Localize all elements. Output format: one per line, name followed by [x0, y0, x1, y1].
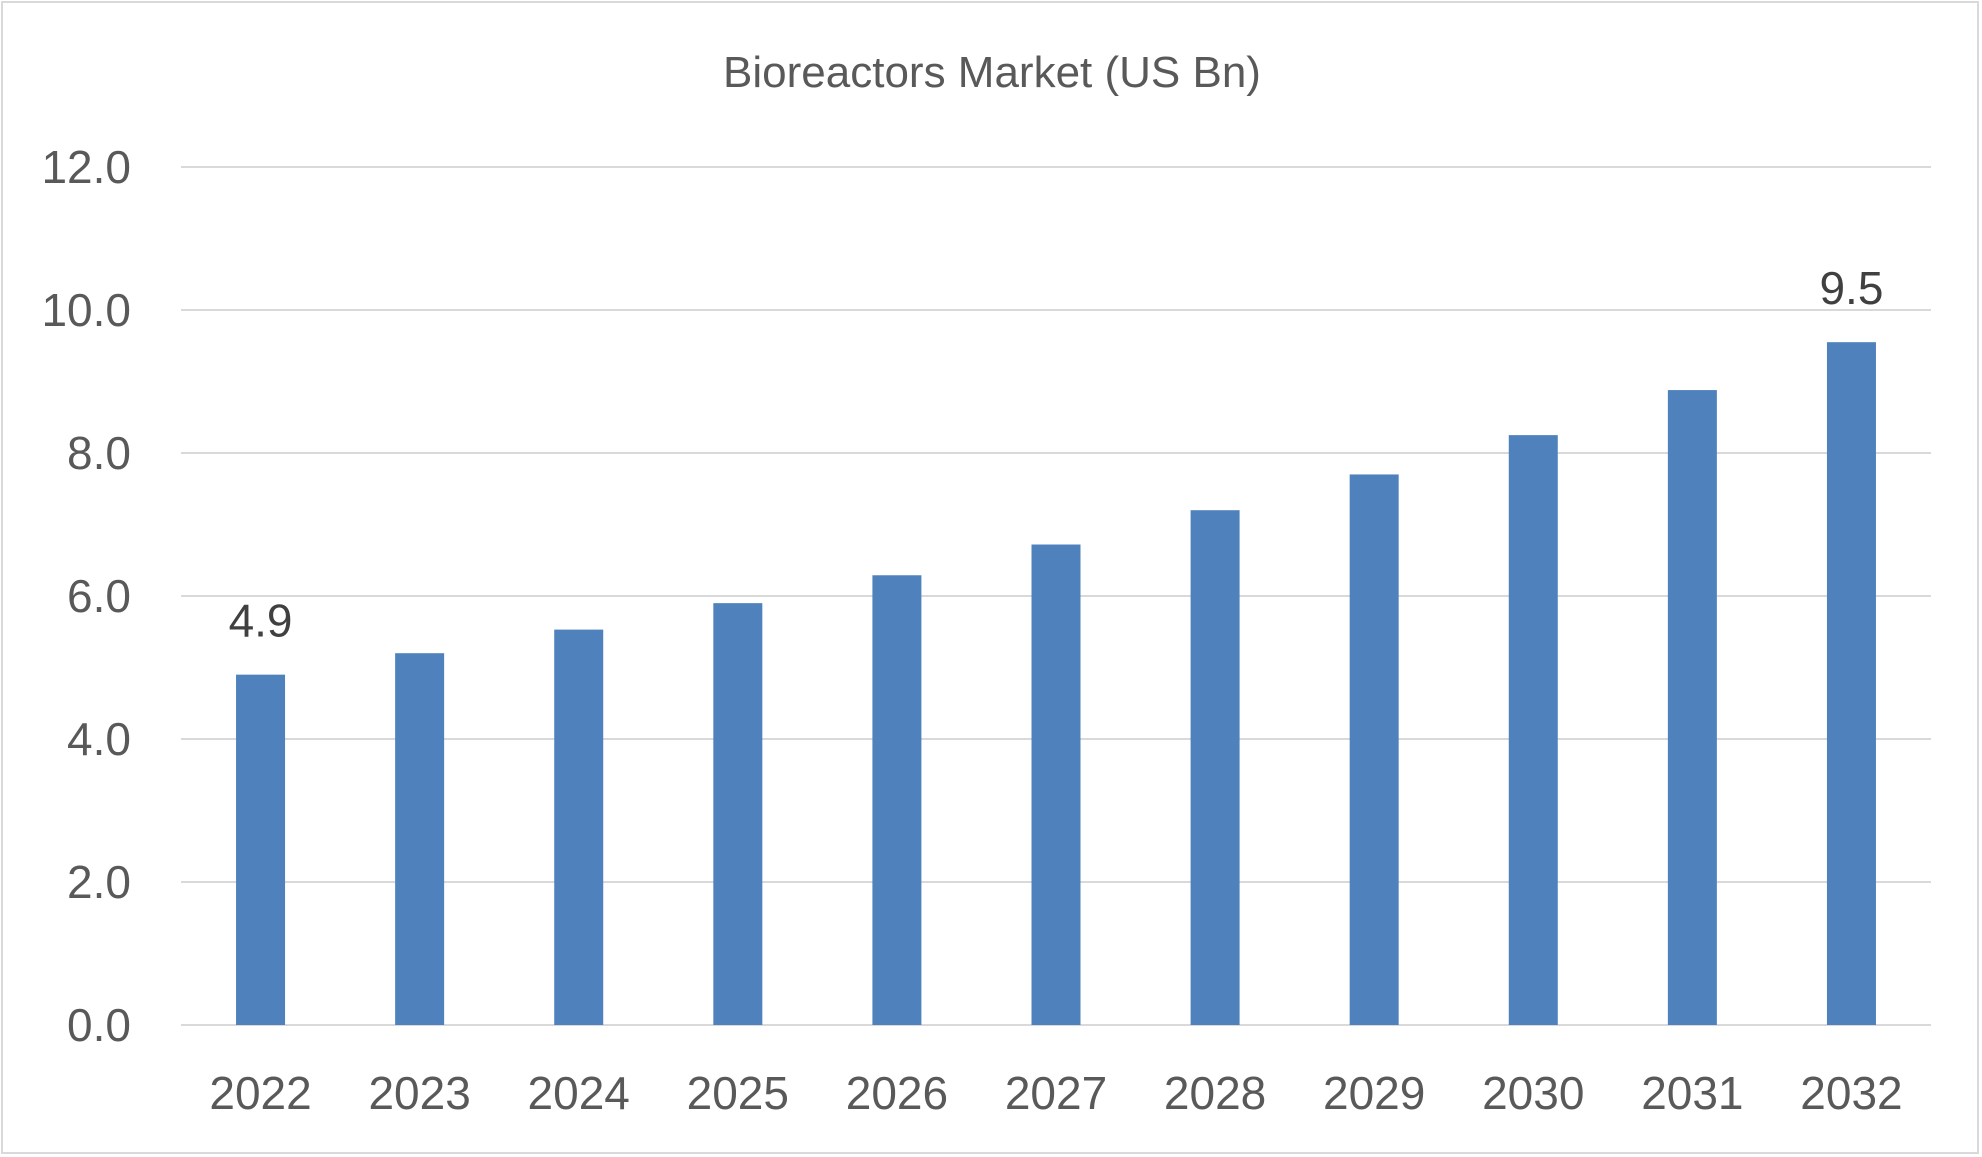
- bar-2022: [236, 674, 286, 1025]
- y-tick-label: 8.0: [67, 427, 131, 479]
- x-tick-label: 2032: [1800, 1067, 1902, 1119]
- y-tick-label: 0.0: [67, 999, 131, 1051]
- x-axis-tick-labels: 2022 2023 2024 2025 2026 2027 2028 2029 2030 2031…: [209, 1067, 1902, 1119]
- y-tick-label: 12.0: [41, 141, 131, 193]
- data-label: 9.5: [1819, 262, 1883, 314]
- bar-chart: Bioreactors Market (US Bn) 0.0 2.0 4.0 6.0 8…: [41, 48, 1931, 1119]
- bar-2029: [1349, 474, 1399, 1025]
- x-tick-label: 2022: [209, 1067, 311, 1119]
- bar-2023: [395, 653, 445, 1025]
- y-tick-label: 6.0: [67, 570, 131, 622]
- bar-2025: [713, 603, 763, 1025]
- x-tick-label: 2024: [528, 1067, 630, 1119]
- bar-2031: [1667, 390, 1717, 1026]
- x-tick-label: 2030: [1482, 1067, 1584, 1119]
- y-tick-label: 10.0: [41, 284, 131, 336]
- bar-2024: [554, 629, 604, 1025]
- x-tick-label: 2027: [1005, 1067, 1107, 1119]
- y-axis-tick-labels: 0.0 2.0 4.0 6.0 8.0 10.0 12.0: [41, 141, 131, 1051]
- bars: [236, 342, 1876, 1026]
- chart-title: Bioreactors Market (US Bn): [723, 48, 1261, 97]
- data-labels: 4.9 9.5: [229, 262, 1884, 646]
- x-tick-label: 2031: [1641, 1067, 1743, 1119]
- x-tick-label: 2028: [1164, 1067, 1266, 1119]
- x-tick-label: 2025: [687, 1067, 789, 1119]
- bar-2026: [872, 575, 922, 1025]
- x-tick-label: 2029: [1323, 1067, 1425, 1119]
- x-tick-label: 2026: [846, 1067, 948, 1119]
- bar-2030: [1508, 435, 1558, 1025]
- bar-2027: [1031, 544, 1081, 1025]
- y-tick-label: 4.0: [67, 713, 131, 765]
- bar-2032: [1826, 342, 1876, 1025]
- x-tick-label: 2023: [368, 1067, 470, 1119]
- data-label: 4.9: [229, 595, 293, 647]
- y-tick-label: 2.0: [67, 856, 131, 908]
- bar-2028: [1190, 510, 1240, 1025]
